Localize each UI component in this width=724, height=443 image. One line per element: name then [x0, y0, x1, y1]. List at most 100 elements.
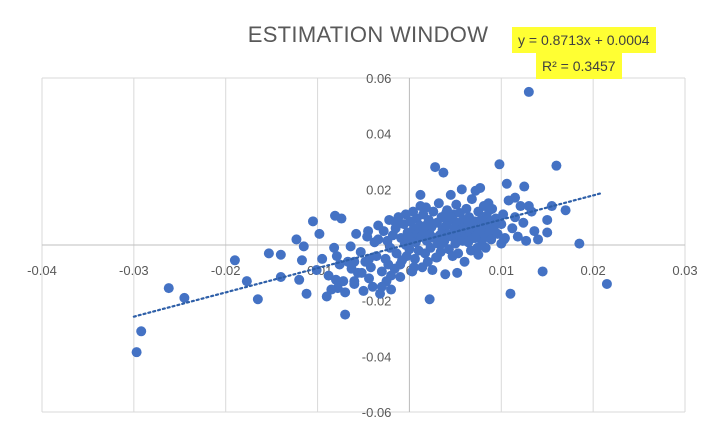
- x-tick-label: -0.02: [211, 263, 241, 278]
- data-point: [451, 199, 462, 210]
- x-tick-label: 0.02: [580, 263, 605, 278]
- data-point: [537, 266, 548, 277]
- data-point: [376, 266, 387, 277]
- data-point: [331, 251, 342, 262]
- data-point: [356, 267, 367, 278]
- data-point: [427, 265, 438, 276]
- data-point: [314, 228, 325, 239]
- data-point: [551, 160, 562, 171]
- tick-labels: -0.04-0.03-0.02-0.0100.010.020.030.060.0…: [27, 71, 697, 420]
- x-tick-label: 0.03: [672, 263, 697, 278]
- y-tick-label: 0.04: [366, 127, 391, 142]
- data-point: [433, 198, 444, 209]
- data-point: [533, 234, 544, 245]
- data-point: [345, 241, 356, 252]
- y-tick-label: -0.04: [362, 349, 392, 364]
- data-point: [351, 228, 362, 239]
- data-point: [163, 283, 174, 294]
- data-point: [473, 249, 484, 260]
- data-point: [252, 294, 263, 305]
- data-point: [367, 281, 378, 292]
- data-point: [453, 248, 464, 259]
- data-point: [301, 288, 312, 299]
- data-point: [296, 255, 307, 266]
- data-point: [409, 262, 420, 273]
- data-point: [431, 252, 442, 263]
- data-point: [425, 242, 436, 253]
- data-point: [445, 189, 456, 200]
- data-point: [601, 278, 612, 289]
- data-point: [475, 182, 486, 193]
- data-point: [470, 233, 481, 244]
- data-point: [355, 246, 366, 257]
- chart-title: ESTIMATION WINDOW: [247, 22, 489, 47]
- data-point: [496, 238, 507, 249]
- data-point: [358, 285, 369, 296]
- data-points: [131, 86, 612, 358]
- data-point: [456, 184, 467, 195]
- data-point: [501, 178, 512, 189]
- data-point: [390, 217, 401, 228]
- data-point: [494, 159, 505, 170]
- data-point: [291, 234, 302, 245]
- data-point: [420, 220, 431, 231]
- data-point: [461, 203, 472, 214]
- data-point: [330, 274, 341, 285]
- data-point: [560, 205, 571, 216]
- data-point: [349, 276, 360, 287]
- x-tick-label: -0.03: [119, 263, 149, 278]
- data-point: [307, 216, 318, 227]
- data-point: [336, 213, 347, 224]
- data-point: [321, 291, 332, 302]
- y-tick-label: -0.02: [362, 294, 392, 309]
- trendline-equation: y = 0.8713x + 0.0004: [512, 27, 656, 53]
- y-tick-label: -0.06: [362, 405, 392, 420]
- data-point: [445, 212, 456, 223]
- data-point: [340, 287, 351, 298]
- data-point: [376, 281, 387, 292]
- data-point: [332, 283, 343, 294]
- data-point: [415, 189, 426, 200]
- data-point: [430, 162, 441, 173]
- data-point: [459, 256, 470, 267]
- data-point: [294, 274, 305, 285]
- data-point: [440, 269, 451, 280]
- data-point: [275, 249, 286, 260]
- data-point: [498, 209, 509, 220]
- data-point: [521, 235, 532, 246]
- data-point: [529, 226, 540, 237]
- data-point: [484, 205, 495, 216]
- data-point: [391, 248, 402, 259]
- data-point: [364, 253, 375, 264]
- data-point: [241, 276, 252, 287]
- data-point: [340, 309, 351, 320]
- trendline-line: [132, 191, 604, 318]
- data-point: [179, 292, 190, 303]
- data-point: [363, 226, 374, 237]
- data-point: [480, 242, 491, 253]
- data-point: [436, 238, 447, 249]
- data-point: [263, 248, 274, 259]
- data-point: [131, 347, 142, 358]
- data-point: [438, 167, 449, 178]
- x-tick-label: 0.01: [489, 263, 514, 278]
- data-point: [136, 326, 147, 337]
- data-point: [542, 227, 553, 238]
- data-point: [229, 255, 240, 266]
- data-point: [466, 194, 477, 205]
- data-point: [386, 284, 397, 295]
- trendline-r-squared: R² = 0.3457: [536, 53, 622, 79]
- data-point: [505, 288, 516, 299]
- data-point: [542, 214, 553, 225]
- data-point: [422, 256, 433, 267]
- trendline: [132, 191, 604, 318]
- data-point: [298, 241, 309, 252]
- data-point: [428, 206, 439, 217]
- data-point: [373, 234, 384, 245]
- data-point: [424, 294, 435, 305]
- data-point: [519, 181, 530, 192]
- data-point: [512, 231, 523, 242]
- data-point: [507, 223, 518, 234]
